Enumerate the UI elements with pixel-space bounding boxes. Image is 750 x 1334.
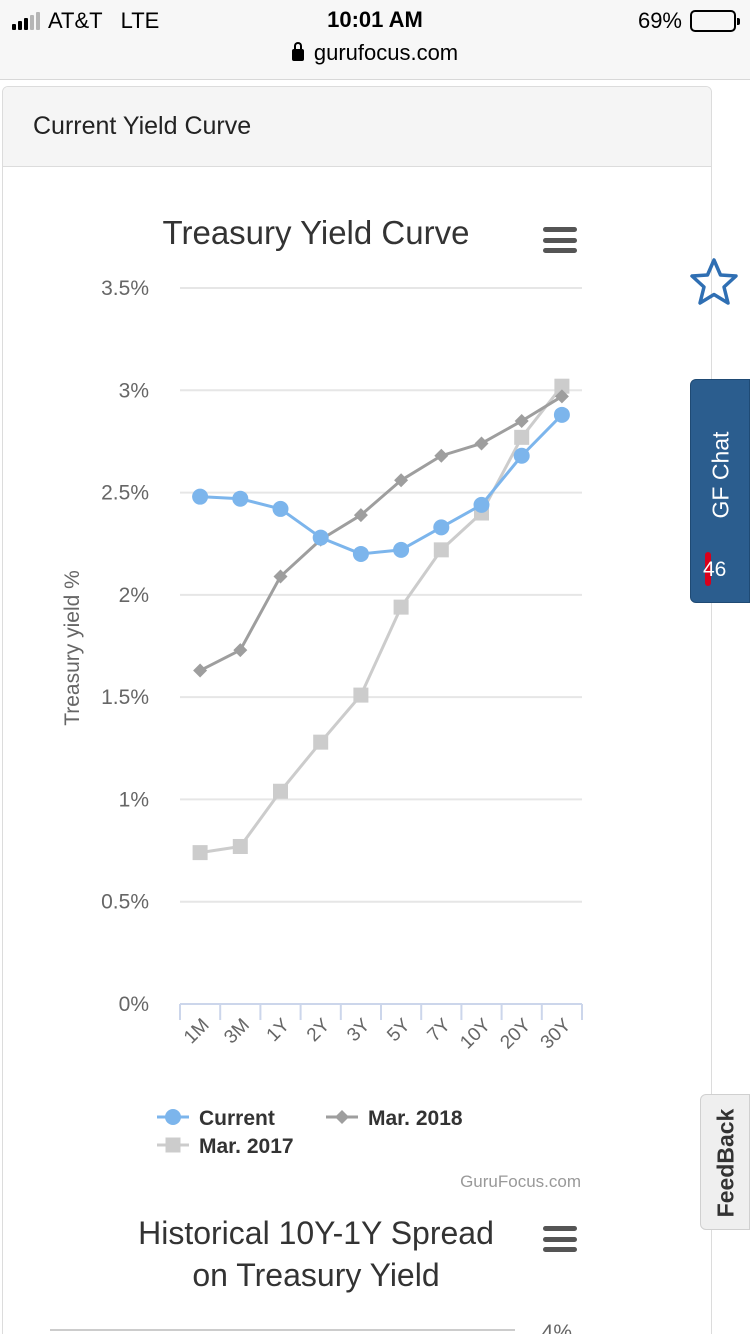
- data-point[interactable]: [273, 783, 288, 799]
- x-tick-label: 1Y: [263, 1014, 295, 1046]
- data-point[interactable]: [433, 542, 449, 558]
- panel-title: Current Yield Curve: [33, 112, 252, 140]
- y-tick-label: 3.5%: [101, 277, 149, 300]
- url-text: gurufocus.com: [313, 40, 459, 65]
- battery-icon: [690, 10, 740, 32]
- data-point[interactable]: [272, 500, 289, 517]
- y-tick-label: 2.5%: [101, 482, 149, 505]
- y-axis-label: Treasury yield %: [61, 570, 84, 726]
- lock-icon: [291, 42, 304, 61]
- status-bar: AT&T LTE 10:01 AM 69%: [0, 0, 750, 40]
- url-display[interactable]: gurufocus.com: [0, 40, 750, 66]
- data-point[interactable]: [554, 378, 570, 394]
- series-line: [199, 385, 564, 855]
- x-tick-label: 3Y: [343, 1014, 375, 1046]
- legend-item[interactable]: Mar. 2018: [326, 1107, 463, 1130]
- notification-badge-icon: [705, 552, 711, 586]
- x-tick-label: 7Y: [424, 1014, 456, 1046]
- second-chart-title-line-2: on Treasury Yield: [192, 1257, 439, 1293]
- data-point[interactable]: [473, 496, 490, 513]
- signal-strength-icon: [12, 12, 40, 30]
- legend-label: Mar. 2017: [199, 1135, 294, 1158]
- second-chart-title-line-1: Historical 10Y-1Y Spread: [138, 1215, 494, 1251]
- data-point[interactable]: [233, 643, 248, 658]
- chart-legend[interactable]: Current Mar. 2018 Mar. 2017: [157, 1107, 463, 1158]
- legend-item[interactable]: Mar. 2017: [157, 1135, 294, 1158]
- feedback-label: FeedBack: [712, 1108, 739, 1218]
- legend-label: Current: [199, 1107, 275, 1130]
- x-tick-label: 2Y: [303, 1014, 335, 1046]
- second-chart-ytick-top: 4%: [542, 1321, 572, 1334]
- data-point[interactable]: [273, 569, 288, 584]
- y-axis-ticks: 0% 0.5% 1% 1.5% 2% 2.5% 3% 3.5%: [101, 277, 149, 1016]
- y-tick-label: 0.5%: [101, 891, 149, 914]
- data-point[interactable]: [193, 663, 208, 678]
- y-tick-label: 0%: [119, 993, 149, 1016]
- gf-chat-label: GF Chat: [707, 431, 734, 519]
- data-point[interactable]: [514, 429, 530, 445]
- gf-chat-button[interactable]: GF Chat 46: [690, 379, 750, 603]
- grid-lines: [180, 287, 582, 903]
- series-line: [200, 413, 563, 556]
- legend-item[interactable]: Current: [157, 1107, 275, 1130]
- x-tick-label: 10Y: [456, 1014, 495, 1053]
- legend-label: Mar. 2018: [368, 1107, 463, 1130]
- carrier-name: AT&T: [48, 8, 103, 33]
- chart-menu-icon[interactable]: [543, 227, 577, 253]
- data-point[interactable]: [352, 545, 369, 562]
- data-point[interactable]: [474, 436, 489, 451]
- data-point[interactable]: [433, 519, 450, 536]
- data-point[interactable]: [232, 490, 249, 507]
- data-point[interactable]: [393, 599, 409, 615]
- chart-title: Treasury Yield Curve: [163, 214, 470, 251]
- data-point[interactable]: [312, 529, 329, 546]
- x-tick-label: 5Y: [383, 1014, 415, 1046]
- data-point[interactable]: [554, 389, 569, 404]
- series-line: [199, 395, 563, 672]
- network-type: LTE: [120, 8, 160, 33]
- data-point[interactable]: [192, 845, 208, 861]
- series-layer: [192, 378, 570, 861]
- x-axis: 1M 3M 1Y 2Y 3Y 5Y 7Y 10Y 20Y 30Y: [179, 1003, 583, 1053]
- data-point[interactable]: [353, 508, 368, 523]
- data-point[interactable]: [232, 838, 248, 854]
- x-tick-label: 20Y: [496, 1014, 535, 1053]
- battery-percent: 69%: [637, 8, 682, 33]
- series-mar-2017: [192, 378, 570, 861]
- data-point[interactable]: [513, 447, 530, 464]
- browser-address-bar[interactable]: gurufocus.com: [0, 40, 750, 80]
- data-point[interactable]: [192, 488, 209, 505]
- x-tick-label: 1M: [180, 1015, 214, 1049]
- x-tick-label: 30Y: [537, 1014, 576, 1053]
- y-tick-label: 1.5%: [101, 686, 149, 709]
- data-point[interactable]: [393, 541, 410, 558]
- gf-chat-count: 46: [703, 558, 727, 581]
- data-point[interactable]: [394, 473, 409, 488]
- data-point[interactable]: [553, 406, 570, 423]
- star-outline-icon[interactable]: [688, 256, 740, 308]
- carrier-info: AT&T LTE: [12, 8, 159, 34]
- data-point[interactable]: [353, 687, 369, 703]
- y-tick-label: 2%: [119, 584, 149, 607]
- second-chart-menu-icon[interactable]: [543, 1226, 577, 1252]
- status-time: 10:01 AM: [327, 7, 423, 32]
- x-tick-label: 3M: [220, 1015, 254, 1049]
- data-point[interactable]: [514, 413, 529, 428]
- legend-marker[interactable]: [165, 1109, 181, 1125]
- series-current: [192, 406, 570, 562]
- chart-credit[interactable]: GuruFocus.com: [460, 1172, 581, 1191]
- data-point[interactable]: [313, 734, 329, 750]
- legend-marker[interactable]: [335, 1110, 349, 1124]
- y-tick-label: 3%: [119, 379, 149, 402]
- feedback-button[interactable]: FeedBack: [700, 1094, 750, 1230]
- y-tick-label: 1%: [119, 788, 149, 811]
- legend-marker[interactable]: [165, 1137, 181, 1153]
- panel-header: Current Yield Curve: [3, 87, 711, 167]
- yield-curve-panel: Current Yield Curve: [2, 86, 712, 1334]
- series-mar-2018: [193, 389, 569, 678]
- data-point[interactable]: [434, 448, 449, 463]
- battery-status: 69%: [637, 8, 740, 34]
